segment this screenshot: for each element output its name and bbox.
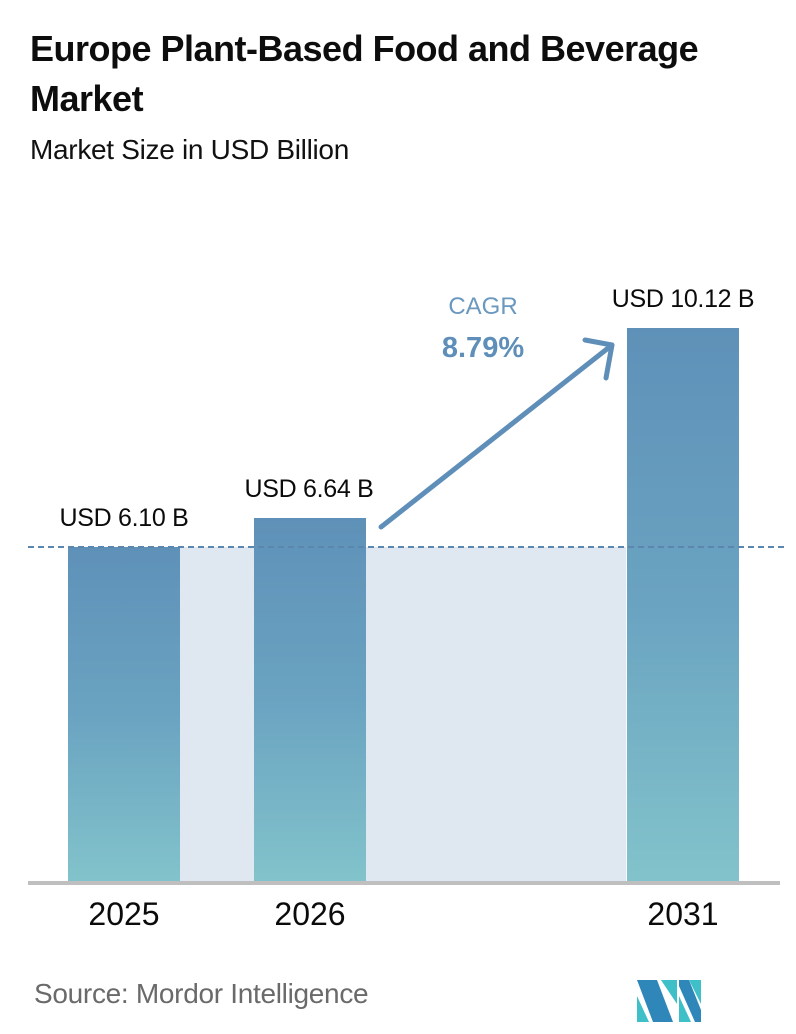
bar-2025	[68, 547, 180, 881]
reference-band	[366, 547, 626, 881]
chart-title: Europe Plant-Based Food and Beverage Mar…	[30, 28, 699, 119]
x-tick-2031: 2031	[647, 896, 719, 932]
cagr-label: CAGR	[448, 293, 518, 320]
mordor-intelligence-logo-icon	[637, 980, 701, 1022]
value-label-2031: USD 10.12 B	[611, 285, 755, 313]
value-label-2026: USD 6.64 B	[244, 475, 374, 503]
x-axis-line	[28, 881, 780, 885]
value-label-2025: USD 6.10 B	[59, 504, 189, 532]
source-text: Source: Mordor Intelligence	[34, 978, 369, 1009]
chart-subtitle: Market Size in USD Billion	[30, 134, 349, 165]
cagr-value: 8.79%	[441, 332, 525, 364]
reference-band	[180, 547, 254, 881]
bar-2031	[627, 328, 739, 881]
x-tick-2025: 2025	[88, 896, 160, 932]
bar-2026	[254, 518, 366, 881]
x-tick-2026: 2026	[274, 896, 346, 932]
reference-line	[28, 546, 784, 548]
